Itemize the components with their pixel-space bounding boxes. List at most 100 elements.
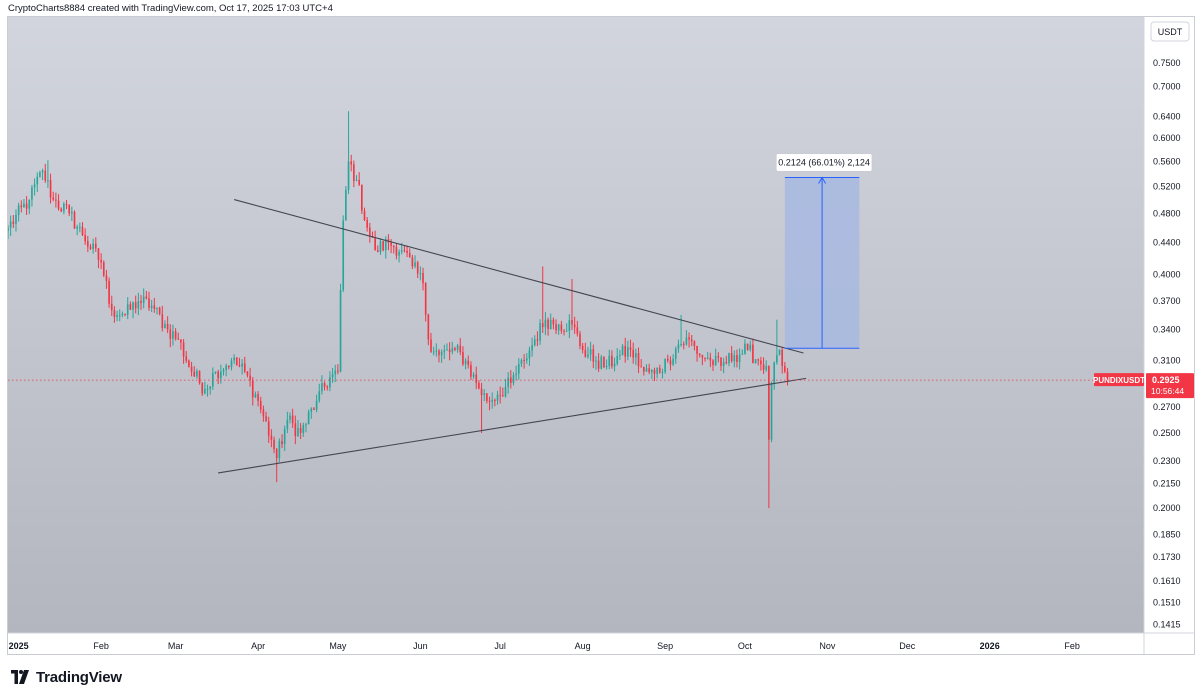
candle-body — [68, 204, 71, 214]
candle — [786, 368, 789, 386]
candle-body — [680, 343, 682, 345]
candle — [172, 324, 174, 346]
candle — [355, 175, 358, 182]
candle — [246, 371, 249, 378]
candle-body — [374, 237, 376, 251]
candle-body — [94, 243, 97, 249]
candle-body — [251, 379, 254, 398]
candle — [733, 350, 736, 368]
candle — [568, 314, 571, 339]
candle-body — [395, 246, 398, 256]
candle-body — [390, 242, 392, 246]
candle — [600, 354, 603, 370]
candle — [643, 366, 645, 376]
candle-body — [483, 393, 486, 395]
candle — [491, 392, 494, 409]
candle — [209, 385, 212, 395]
candle-body — [350, 161, 353, 165]
price-tick-label: 0.4400 — [1153, 238, 1181, 248]
candle-body — [595, 360, 597, 362]
candle — [581, 342, 584, 354]
candle — [395, 243, 398, 260]
price-axis[interactable]: 0.7500 0.7000 0.6400 0.6000 0.5600 0.5200 0.48… — [1153, 58, 1181, 629]
candle — [84, 228, 86, 245]
candle — [544, 312, 547, 336]
candle-body — [520, 360, 523, 365]
candle — [741, 349, 744, 355]
candle — [110, 295, 113, 316]
candle — [267, 416, 270, 443]
candle-body — [185, 356, 188, 361]
time-tick-label: 2026 — [980, 641, 1000, 651]
candle — [736, 349, 738, 368]
candle-body — [148, 298, 150, 308]
candle — [94, 237, 97, 252]
support-trendline[interactable] — [218, 377, 807, 474]
resistance-trendline[interactable] — [233, 199, 804, 354]
candle — [347, 111, 350, 195]
candle — [145, 290, 148, 300]
candlestick-series — [8, 111, 789, 509]
last-price-tag-box — [1146, 373, 1194, 399]
candle-body — [315, 400, 318, 410]
candle — [730, 346, 733, 363]
candle-body — [52, 197, 55, 200]
candle — [611, 350, 613, 369]
candle — [749, 340, 752, 352]
candle — [150, 299, 153, 313]
candle-body — [145, 296, 148, 299]
candle-body — [353, 164, 355, 181]
candle-body — [313, 408, 315, 410]
candle-body — [257, 394, 259, 401]
candle — [374, 230, 376, 251]
candle-body — [233, 357, 235, 361]
time-axis[interactable]: 2025 Feb Mar Apr May Jun Jul Aug Sep Oct Nov Dec 202… — [9, 641, 1080, 651]
chart-panel[interactable]: 0.2124 (66.01%) 2,124 0.7500 0.7000 0.6400… — [7, 16, 1195, 655]
candle-body — [262, 409, 265, 417]
candle-body — [124, 313, 126, 315]
currency-label: USDT — [1158, 27, 1183, 37]
candle — [435, 343, 438, 357]
candle — [760, 356, 762, 371]
time-tick-label: Feb — [93, 641, 109, 651]
candle-body — [142, 296, 145, 303]
candle — [368, 222, 371, 243]
drawing-overlays: 0.2124 (66.01%) 2,124 — [218, 152, 873, 474]
candle-body — [33, 184, 36, 188]
candle-body — [329, 377, 331, 388]
candle-body — [621, 345, 624, 356]
candle-body — [608, 355, 611, 367]
candle-body — [422, 273, 424, 284]
candle — [720, 357, 722, 371]
tradingview-brand-text: TradingView — [36, 668, 122, 686]
candle — [515, 365, 517, 381]
candle-body — [174, 331, 177, 339]
candle — [480, 382, 483, 433]
candle — [177, 332, 180, 340]
candle-body — [653, 369, 656, 374]
candle-body — [494, 399, 496, 401]
candle — [555, 319, 557, 334]
candle-body — [281, 440, 283, 444]
candle-body — [440, 351, 443, 356]
candle-body — [57, 200, 60, 209]
candle-body — [416, 262, 419, 274]
candle — [164, 320, 166, 329]
candle-body — [563, 330, 565, 332]
candle — [294, 415, 297, 445]
price-chart[interactable]: 0.2124 (66.01%) 2,124 0.7500 0.7000 0.6400… — [8, 17, 1195, 655]
candle — [650, 369, 653, 380]
candle-body — [302, 425, 305, 433]
candle — [190, 361, 193, 377]
candle-body — [696, 346, 698, 354]
tradingview-logo-icon — [11, 670, 29, 684]
candle-body — [619, 355, 621, 357]
time-tick-label: Nov — [819, 641, 836, 651]
candle-body — [432, 351, 435, 353]
candle-body — [459, 345, 462, 353]
candle — [291, 408, 294, 428]
candle-body — [435, 350, 438, 352]
candle-body — [36, 176, 39, 185]
candle — [472, 372, 475, 379]
currency-badge[interactable]: USDT — [1150, 21, 1190, 42]
